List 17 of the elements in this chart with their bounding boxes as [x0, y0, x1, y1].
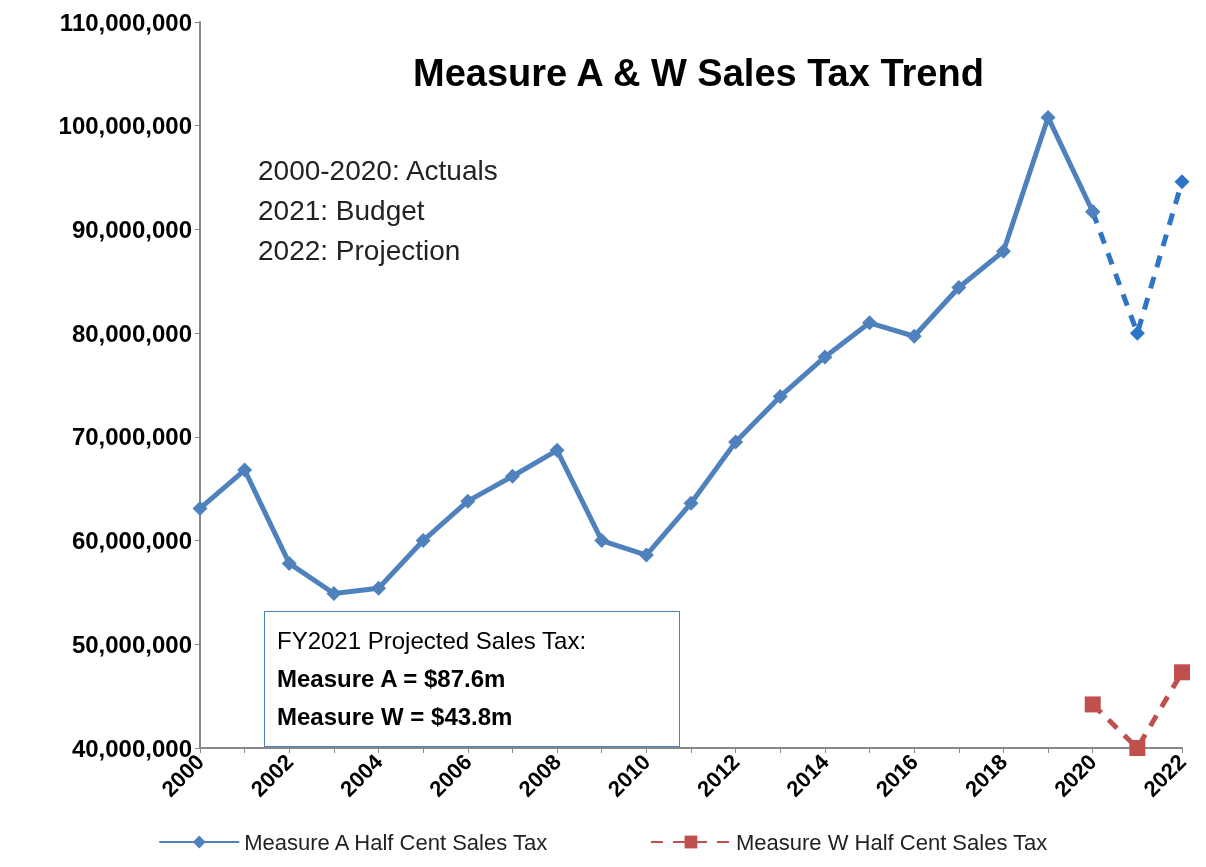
legend-label: Measure A Half Cent Sales Tax: [244, 829, 548, 855]
legend-label: Measure W Half Cent Sales Tax: [735, 829, 1048, 855]
annotation: 2021: Budget: [258, 194, 425, 226]
y-tick-label: 80,000,000: [71, 319, 192, 347]
text: Measure A & W Sales Tax Trend: [413, 52, 984, 94]
annotation: Measure A = $87.6m: [277, 664, 507, 694]
y-tick-label: 60,000,000: [71, 527, 192, 555]
annotation: Measure W = $43.8m: [277, 702, 514, 732]
y-tick-label: 50,000,000: [71, 630, 192, 658]
y-tick-label: 110,000,000: [59, 8, 192, 36]
note-box: FY2021 Projected Sales Tax: Measure A = $87.6m Measure W = $43.8m: [264, 611, 680, 747]
y-tick-label: 90,000,000: [71, 215, 192, 243]
annotation: FY2021 Projected Sales Tax:: [277, 626, 588, 656]
y-tick-label: 70,000,000: [71, 423, 192, 451]
annotation: 2022: Projection: [258, 234, 461, 266]
y-tick-label: 100,000,000: [58, 112, 192, 140]
annotation: 2000-2020: Actuals: [258, 154, 498, 186]
